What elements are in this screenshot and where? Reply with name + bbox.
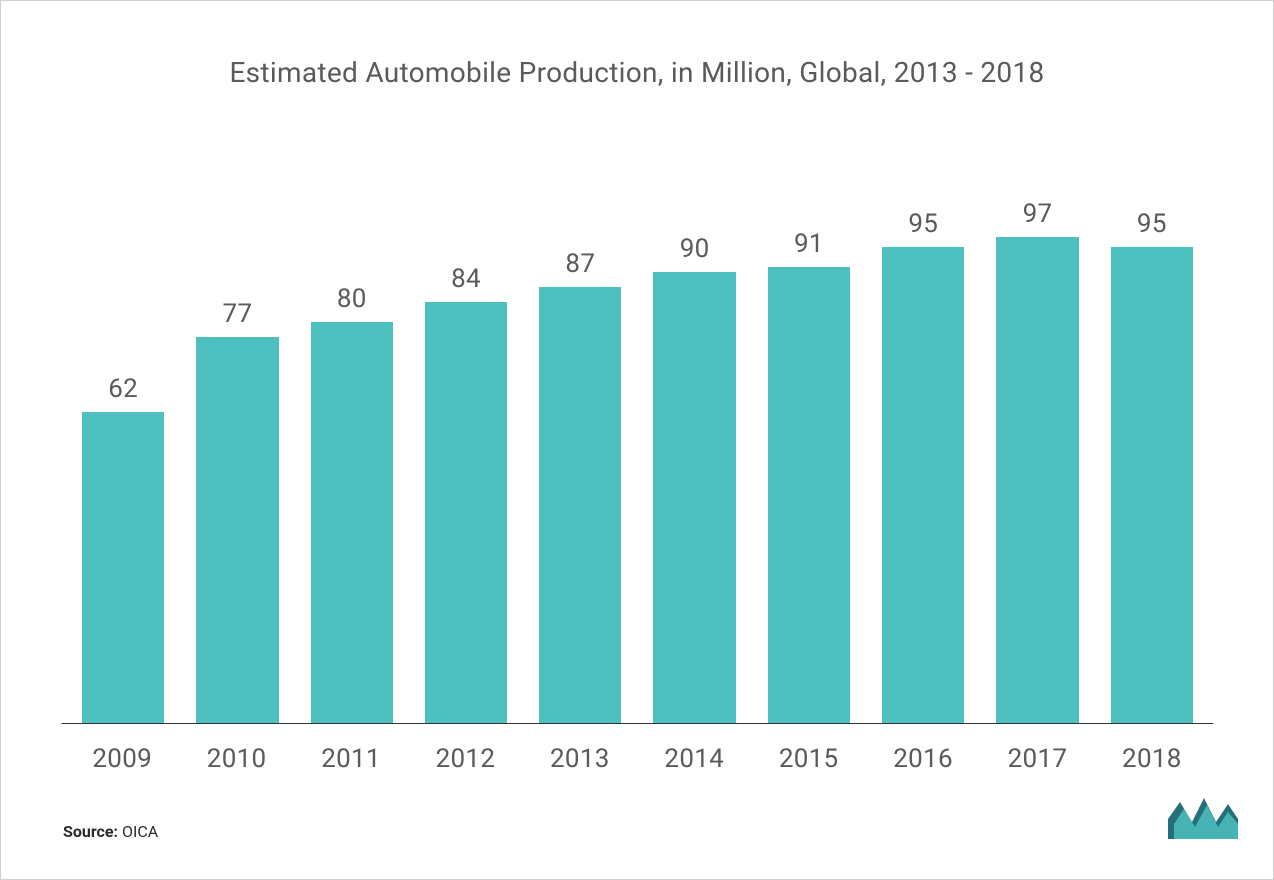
bar [996, 237, 1078, 723]
bars-wrapper: 62 77 80 84 87 90 91 95 97 95 [61, 166, 1213, 724]
bar-value-label: 77 [223, 299, 253, 329]
x-axis-label: 2015 [751, 744, 865, 774]
bar-value-label: 87 [565, 249, 595, 279]
source-attribution: Source: OICA [63, 822, 158, 841]
bar-slot: 97 [980, 166, 1094, 723]
bar [196, 337, 278, 723]
x-axis-label: 2014 [637, 744, 751, 774]
bar-value-label: 62 [108, 374, 138, 404]
bar [311, 322, 393, 723]
bar [82, 412, 164, 723]
bar-value-label: 90 [680, 234, 710, 264]
bar-slot: 87 [523, 166, 637, 723]
bar-slot: 95 [1095, 166, 1209, 723]
x-axis-label: 2009 [65, 744, 179, 774]
source-label: Source: [63, 822, 122, 841]
x-axis: 2009201020112012201320142015201620172018 [61, 744, 1213, 774]
x-axis-label: 2012 [408, 744, 522, 774]
bar-slot: 90 [637, 166, 751, 723]
bar-value-label: 80 [337, 284, 367, 314]
bar [539, 287, 621, 723]
chart-container: Estimated Automobile Production, in Mill… [0, 0, 1274, 880]
bar [1111, 247, 1193, 723]
bar-slot: 77 [180, 166, 294, 723]
bar-value-label: 95 [908, 209, 938, 239]
bar [425, 302, 507, 723]
chart-title: Estimated Automobile Production, in Mill… [1, 1, 1273, 89]
bar-slot: 95 [866, 166, 980, 723]
bar [653, 272, 735, 723]
x-axis-label: 2016 [866, 744, 980, 774]
bar [768, 267, 850, 723]
x-axis-label: 2013 [523, 744, 637, 774]
brand-logo-icon [1168, 794, 1238, 839]
bar-slot: 80 [295, 166, 409, 723]
bar-slot: 62 [66, 166, 180, 723]
source-value: OICA [122, 822, 158, 841]
x-axis-label: 2017 [980, 744, 1094, 774]
bar-value-label: 97 [1023, 199, 1053, 229]
bar-value-label: 84 [451, 264, 481, 294]
x-axis-label: 2011 [294, 744, 408, 774]
bar-value-label: 95 [1137, 209, 1167, 239]
plot-area: 62 77 80 84 87 90 91 95 97 95 [61, 166, 1213, 724]
bar-slot: 84 [409, 166, 523, 723]
x-axis-label: 2010 [179, 744, 293, 774]
bar-value-label: 91 [794, 229, 824, 259]
bar-slot: 91 [752, 166, 866, 723]
bar [882, 247, 964, 723]
x-axis-label: 2018 [1095, 744, 1209, 774]
